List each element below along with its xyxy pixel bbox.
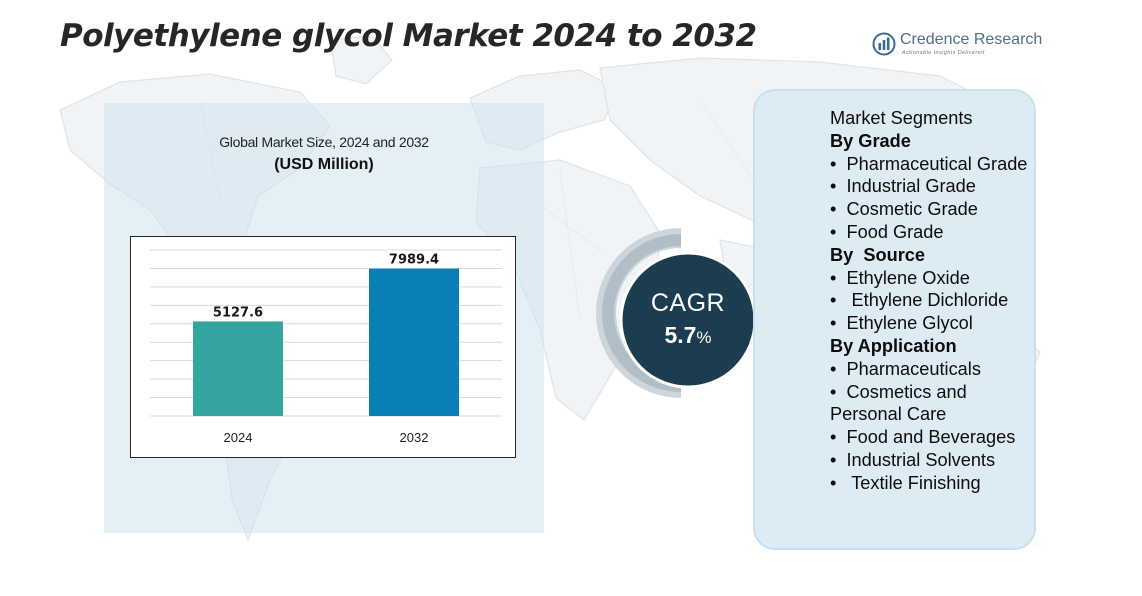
segment-group-heading: By Application [830,335,957,356]
x-tick-label: 2024 [224,430,253,445]
cagr-number: 5.7 [664,322,697,348]
chart-title: Global Market Size, 2024 and 2032 [219,134,429,150]
segments-header: Market Segments [830,108,973,128]
segment-item: • Industrial Solvents [830,449,996,470]
cagr-unit: % [696,328,712,347]
segment-item: • Textile Finishing [830,472,981,493]
market-segments-panel: Market Segments By Grade • Pharmaceutical … [753,89,1036,550]
chart-panel: Global Market Size, 2024 and 2032 (USD M… [104,103,544,533]
brand-logo: Credence Research Actionable Insights De… [872,30,1042,64]
segment-group-heading: By Source [830,244,926,265]
cagr-value: 5.7% [623,322,753,349]
chart-unit-label: (USD Million) [274,156,374,173]
page-title: Polyethylene glycol Market 2024 to 2032 [60,18,757,54]
segment-item: • Food and Beverages [830,427,1016,448]
brand-name: Credence Research [900,31,1043,48]
data-label: 7989.4 [389,253,439,268]
segment-item: • Pharmaceutical Grade [830,153,1028,174]
cagr-badge: CAGR 5.7% [596,228,766,398]
segment-group-heading: By Grade [830,130,911,151]
segment-item: • Food Grade [830,221,944,242]
brand-tagline: Actionable Insights Delivered [902,50,985,56]
segments-list: Market Segments By Grade • Pharmaceutical … [830,107,1038,495]
bar-2024 [193,321,283,416]
segment-item: • Ethylene Oxide [830,267,970,288]
segment-item: • Ethylene Dichloride [830,290,1009,311]
cagr-label: CAGR [650,289,726,317]
bar-2032 [369,268,459,416]
segment-item: • Industrial Grade [830,176,976,197]
segment-item: • Pharmaceuticals [830,358,981,379]
segment-item: • Cosmetics and Personal Care [830,381,972,425]
segment-item: • Cosmetic Grade [830,199,978,220]
credence-logo-icon [872,32,896,56]
bar-chart: 5127.6 2024 7989.4 2032 [130,236,516,458]
segment-item: • Ethylene Glycol [830,313,973,334]
x-tick-label: 2032 [400,430,429,445]
cagr-circle [619,251,757,389]
data-label: 5127.6 [213,305,263,320]
